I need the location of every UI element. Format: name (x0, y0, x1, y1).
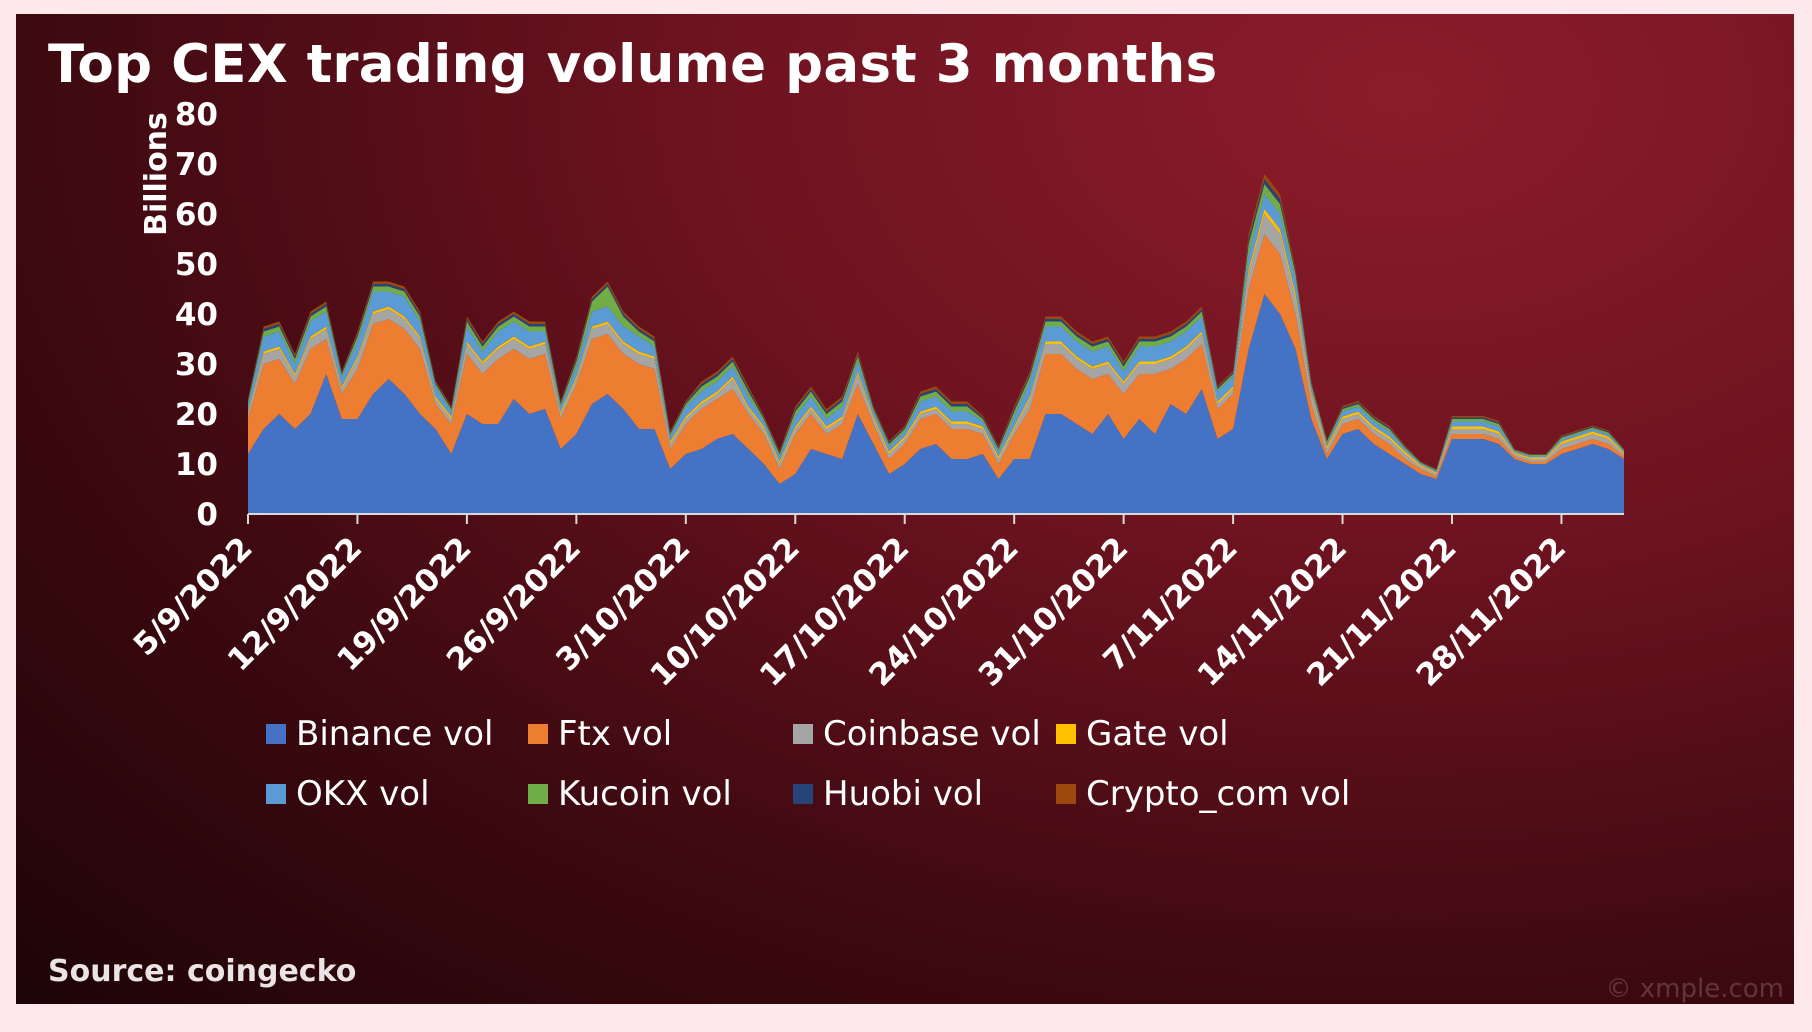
legend-item: Ftx vol (528, 714, 672, 754)
y-tick-label: 20 (175, 397, 218, 433)
y-tick-label: 60 (175, 197, 218, 233)
legend-label: Huobi vol (823, 774, 984, 814)
legend-swatch (1056, 784, 1076, 804)
legend-item: Kucoin vol (528, 774, 732, 814)
area-binance-vol (248, 294, 1624, 514)
legend-label: Ftx vol (558, 714, 673, 754)
legend-item: Gate vol (1056, 714, 1229, 754)
legend-item: Coinbase vol (793, 714, 1041, 754)
watermark: © xmple.com (1605, 974, 1785, 1004)
y-tick-label: 10 (175, 447, 218, 483)
chart-title: Top CEX trading volume past 3 months (48, 34, 1218, 95)
legend-swatch (528, 724, 548, 744)
legend-label: OKX vol (296, 774, 430, 814)
y-tick-label: 50 (175, 247, 218, 283)
stacked-area-chart: Billions010203040506070805/9/202212/9/20… (127, 97, 1624, 694)
legend-swatch (528, 784, 548, 804)
legend-item: Crypto_com vol (1056, 774, 1350, 814)
legend-swatch (266, 784, 286, 804)
area-coinbase-vol (248, 214, 1624, 477)
legend-label: Binance vol (296, 714, 494, 754)
legend-swatch (793, 784, 813, 804)
legend-label: Gate vol (1086, 714, 1229, 754)
y-axis-label: Billions (139, 112, 174, 236)
y-tick-label: 80 (175, 97, 218, 133)
y-tick-label: 30 (175, 347, 218, 383)
area-okx-vol (248, 194, 1624, 473)
y-tick-label: 0 (196, 497, 218, 533)
legend-swatch (1056, 724, 1076, 744)
legend-swatch (266, 724, 286, 744)
source-note: Source: coingecko (48, 954, 357, 989)
legend-swatch (793, 724, 813, 744)
legend-label: Crypto_com vol (1086, 774, 1351, 814)
area-ftx-vol (248, 234, 1624, 484)
legend-item: Binance vol (266, 714, 494, 754)
legend-item: Huobi vol (793, 774, 983, 814)
y-tick-label: 40 (175, 297, 218, 333)
legend-item: OKX vol (266, 774, 430, 814)
y-tick-label: 70 (175, 147, 218, 183)
legend-label: Kucoin vol (558, 774, 732, 814)
legend-label: Coinbase vol (823, 714, 1041, 754)
chart-card: Top CEX trading volume past 3 months Bil… (16, 14, 1794, 1004)
